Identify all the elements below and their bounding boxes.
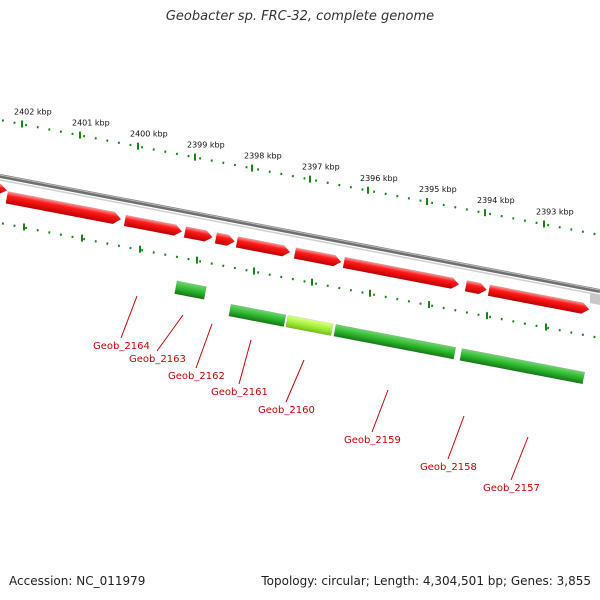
forward-gene[interactable]	[464, 280, 488, 296]
gene-label[interactable]: Geob_2157	[483, 483, 540, 494]
label-leader-line	[195, 323, 213, 369]
genome-title: Geobacter sp. FRC-32, complete genome	[165, 9, 435, 24]
label-leader-line	[371, 389, 389, 433]
backbone-highlight	[0, 174, 600, 291]
scale-label: 2400 kbp	[130, 130, 168, 139]
forward-gene[interactable]	[235, 236, 291, 258]
forward-gene[interactable]	[214, 232, 236, 247]
partial-gene	[590, 293, 600, 305]
gene-label[interactable]: Geob_2159	[344, 435, 401, 446]
forward-gene[interactable]	[183, 226, 214, 243]
scale-label: 2397 kbp	[302, 163, 340, 172]
scale-label: 2393 kbp	[536, 208, 574, 217]
scale-ticks: 2402 kbp 2401 kbp 2400 kbp 2399 kbp 2398 kbp…	[1, 107, 596, 339]
inner-scale-track	[1, 222, 596, 339]
gene-label[interactable]: Geob_2163	[129, 354, 186, 365]
gene-tracks	[0, 182, 590, 385]
forward-gene[interactable]	[0, 182, 8, 195]
accession-text: Accession: NC_011979	[9, 574, 146, 588]
forward-gene[interactable]	[487, 284, 590, 315]
forward-gene[interactable]	[293, 247, 342, 268]
reverse-gene-highlight[interactable]	[285, 314, 334, 336]
backbone-line	[0, 174, 600, 293]
gene-label[interactable]: Geob_2164	[93, 341, 150, 352]
topology-text: Topology: circular; Length: 4,304,501 bp…	[261, 574, 591, 588]
forward-gene[interactable]	[123, 214, 183, 237]
reverse-gene[interactable]	[333, 324, 457, 360]
forward-gene[interactable]	[342, 256, 460, 290]
label-leader-line	[156, 314, 184, 352]
forward-gene[interactable]	[5, 191, 122, 226]
scale-label: 2398 kbp	[244, 152, 282, 161]
gene-label[interactable]: Geob_2158	[420, 462, 477, 473]
reverse-gene[interactable]	[459, 348, 586, 385]
scale-label: 2395 kbp	[419, 185, 457, 194]
label-leader-line	[238, 339, 252, 385]
gene-labels: Geob_2164 Geob_2163 Geob_2162 Geob_2161 Geob…	[93, 295, 540, 494]
gene-label[interactable]: Geob_2162	[168, 371, 225, 382]
reverse-gene[interactable]	[174, 280, 207, 300]
gene-label[interactable]: Geob_2160	[258, 405, 315, 416]
outer-scale-track	[1, 119, 596, 236]
gene-label[interactable]: Geob_2161	[211, 387, 268, 398]
reverse-gene[interactable]	[228, 303, 287, 327]
backbone-shadow	[0, 179, 600, 296]
label-leader-line	[120, 295, 138, 339]
label-leader-line	[285, 359, 305, 403]
scale-label: 2396 kbp	[360, 174, 398, 183]
label-leader-line	[510, 436, 529, 481]
scale-label: 2401 kbp	[72, 119, 110, 128]
scale-label: 2399 kbp	[187, 141, 225, 150]
genome-backbone	[0, 174, 600, 305]
scale-label: 2402 kbp	[14, 107, 52, 116]
scale-label: 2394 kbp	[477, 196, 515, 205]
label-leader-line	[447, 415, 465, 460]
